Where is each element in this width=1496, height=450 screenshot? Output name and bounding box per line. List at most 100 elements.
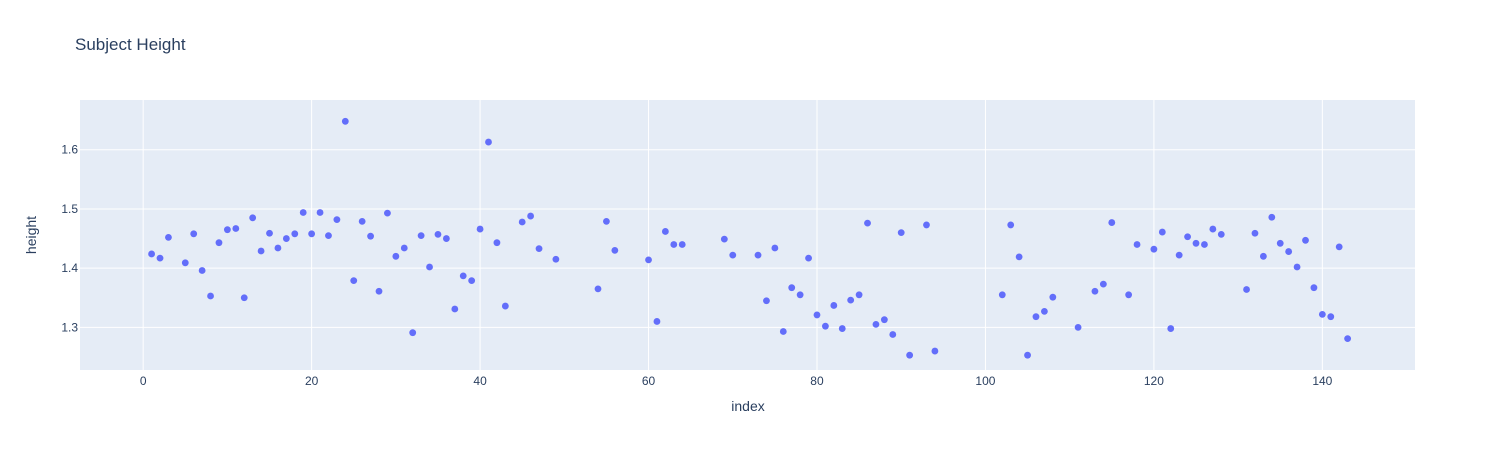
data-point [190,230,198,238]
y-tick-label: 1.5 [61,202,78,216]
data-point [1184,233,1191,241]
data-points [148,117,1352,359]
data-point [240,294,248,302]
data-point [1310,284,1318,292]
data-point [1217,231,1225,238]
data-point [434,231,442,238]
data-point [291,230,299,238]
y-tick-label: 1.6 [61,143,78,157]
data-point [1243,286,1250,293]
data-point [1041,307,1048,315]
data-point [1344,335,1352,343]
data-point [838,325,846,332]
x-axis-label: index [731,398,764,414]
y-tick-label: 1.4 [61,261,78,275]
data-point [459,272,467,280]
data-point [358,217,366,225]
data-point [493,239,501,247]
data-point [367,232,374,240]
data-point [1150,245,1158,253]
data-point [1259,252,1267,260]
data-point [1032,313,1040,321]
data-point [1293,263,1301,271]
y-tick-labels: 1.3 1.4 1.5 1.6 [61,143,78,335]
data-point [889,331,897,338]
data-point [299,209,307,216]
data-point [1285,248,1293,255]
data-point [594,285,602,293]
data-point [409,329,417,337]
data-point [468,277,476,284]
x-tick-label: 20 [305,374,319,388]
data-point [645,256,652,264]
data-point [1015,253,1023,261]
data-point [156,254,164,262]
data-point [325,232,332,239]
data-point [729,251,737,259]
plot-area [80,100,1415,370]
x-tick-label: 0 [140,374,147,388]
data-point [754,251,762,259]
data-point [1209,225,1217,233]
data-point [274,244,282,252]
data-point [535,245,543,253]
data-point [207,292,214,300]
data-point [1024,351,1031,359]
data-point [1099,280,1107,288]
y-tick-label: 1.3 [61,320,78,334]
data-point [822,322,829,330]
x-tick-labels: 0 20 40 60 80 100 120 140 [140,374,1333,388]
data-point [442,235,450,242]
data-point [678,241,686,248]
data-point [923,221,930,229]
data-point [501,302,509,310]
data-point [165,233,172,241]
data-point [384,209,391,217]
data-point [1192,239,1200,247]
data-point [316,209,324,216]
data-point [813,311,821,319]
data-point [1327,313,1335,321]
data-point [426,263,433,271]
data-point [1074,323,1082,331]
data-point [552,255,560,263]
data-point [897,229,905,237]
data-point [1133,241,1141,248]
x-tick-label: 140 [1312,374,1332,388]
data-point [864,219,871,227]
data-point [1125,291,1133,299]
x-tick-label: 120 [1144,374,1164,388]
data-point [1108,219,1116,226]
data-point [1251,229,1259,237]
data-point [1302,236,1309,244]
data-point [763,297,770,305]
data-point [333,216,341,224]
data-point [1007,221,1015,229]
x-tick-label: 40 [473,374,487,388]
data-point [788,284,796,292]
data-point [266,229,273,237]
data-point [1276,239,1284,247]
data-point [1175,251,1183,259]
data-point [257,247,265,255]
data-point [931,347,939,355]
data-point [796,291,804,299]
data-point [611,246,619,254]
data-point [1335,243,1343,251]
data-point [223,226,231,234]
data-point [249,214,257,222]
data-point [1158,228,1166,236]
data-point [181,259,189,267]
data-point [341,117,349,125]
data-point [653,318,661,325]
data-point [375,287,383,295]
data-point [476,225,484,233]
data-point [906,351,914,359]
data-point [880,316,888,324]
data-point [198,267,206,274]
data-point [1268,213,1276,221]
data-point [1091,287,1099,295]
data-point [872,321,880,328]
data-point [518,218,526,226]
